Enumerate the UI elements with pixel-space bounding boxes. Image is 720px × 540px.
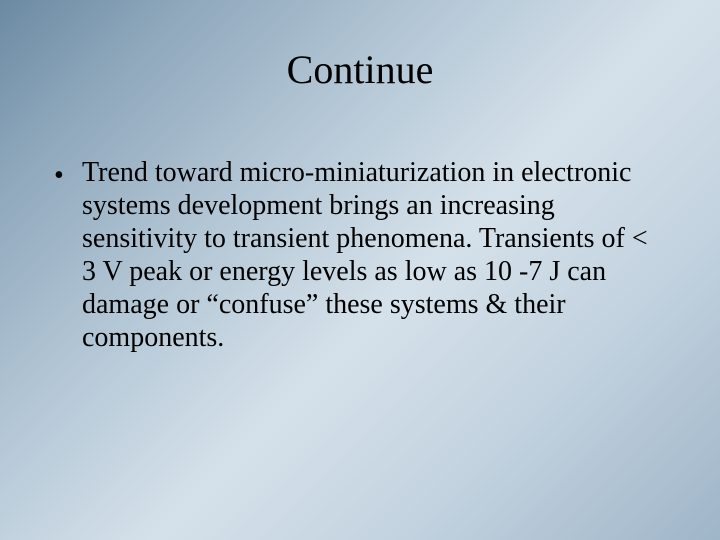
bullet-marker-icon: • [54,156,82,193]
bullet-item: • Trend toward micro-miniaturization in … [54,156,666,354]
slide-title: Continue [0,0,720,93]
bullet-text: Trend toward micro-miniaturization in el… [82,156,666,354]
slide-body: • Trend toward micro-miniaturization in … [54,156,666,354]
slide: Continue • Trend toward micro-miniaturiz… [0,0,720,540]
